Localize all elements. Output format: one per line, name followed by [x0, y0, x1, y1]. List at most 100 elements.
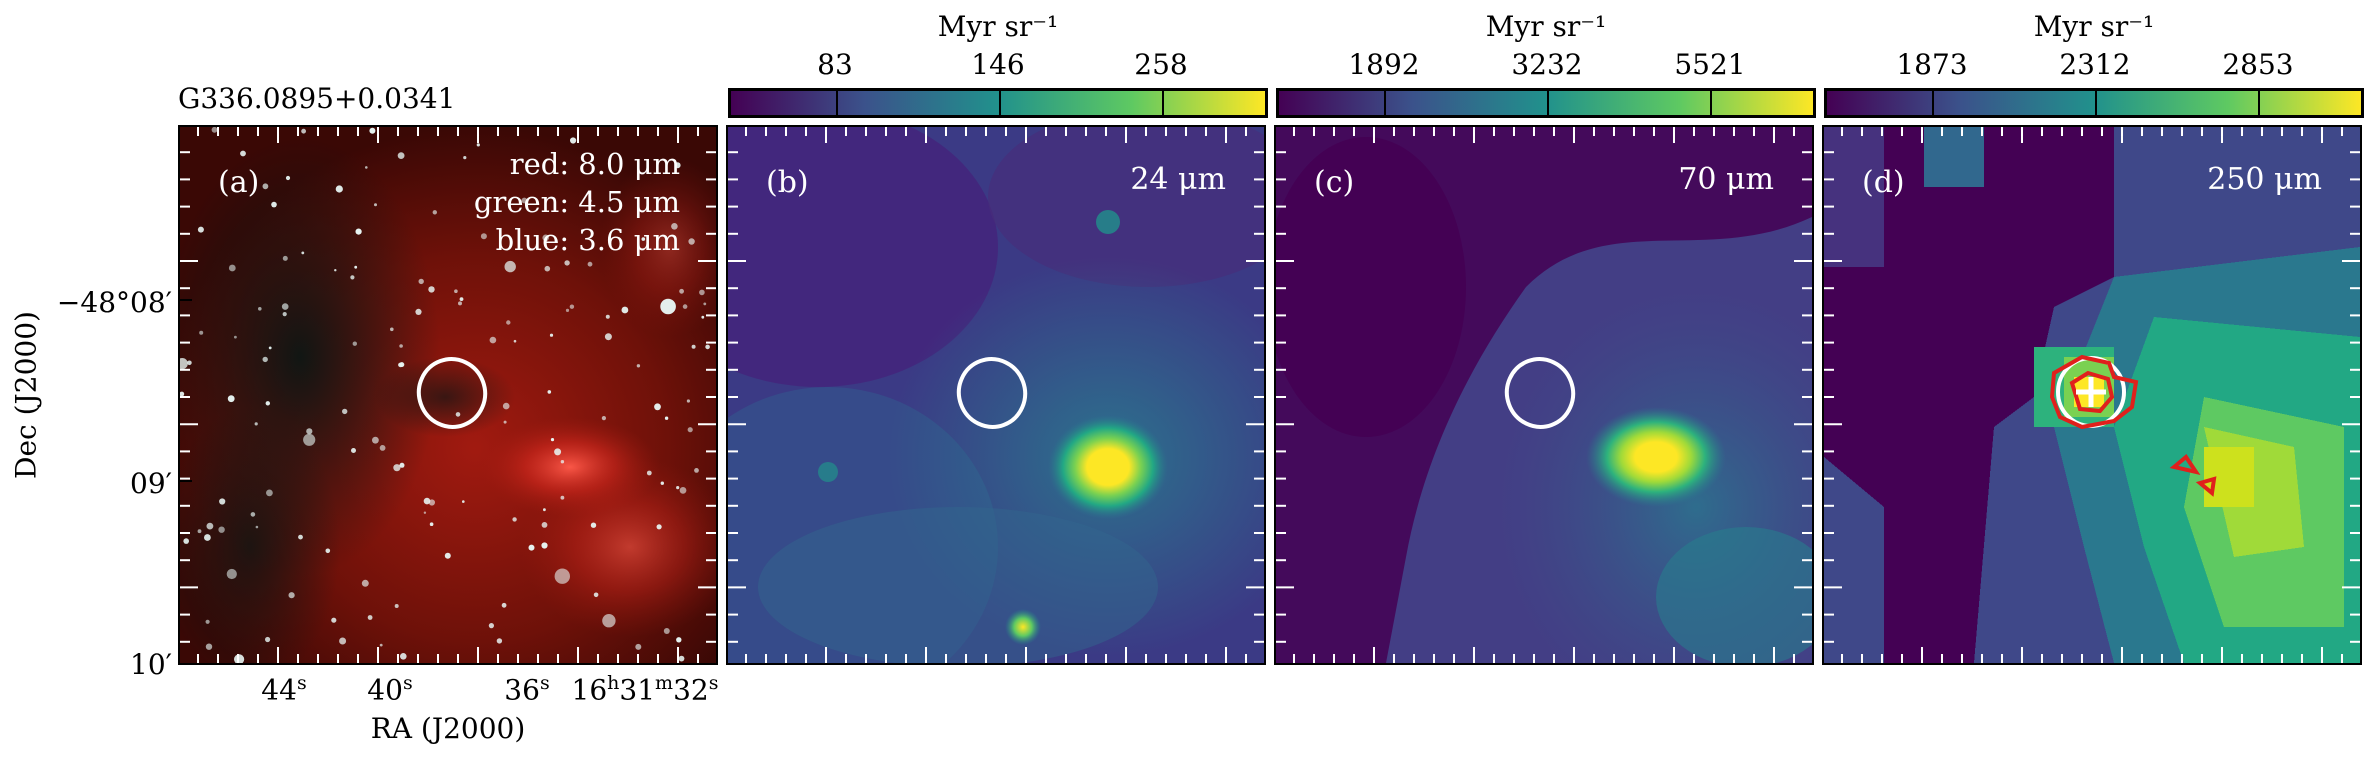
- star: [686, 399, 690, 403]
- star: [423, 497, 431, 505]
- star: [588, 199, 592, 203]
- band-green: green: 4.5 μm: [473, 185, 680, 219]
- star: [271, 201, 277, 208]
- star: [542, 234, 549, 242]
- star: [549, 333, 554, 337]
- star: [352, 341, 357, 346]
- star: [350, 275, 355, 280]
- star: [219, 498, 226, 505]
- star: [621, 306, 629, 314]
- colorbar-tick: 146: [971, 48, 1025, 81]
- star: [688, 238, 695, 245]
- star: [354, 265, 358, 269]
- star: [641, 237, 646, 241]
- star: [234, 654, 245, 663]
- star: [501, 602, 507, 608]
- star: [211, 127, 218, 133]
- panel-label-c: (c): [1314, 165, 1355, 200]
- star: [369, 127, 376, 134]
- star: [569, 304, 575, 309]
- star: [593, 592, 599, 598]
- colorbar-tick: 5521: [1674, 48, 1746, 81]
- star: [301, 251, 305, 255]
- star: [458, 301, 462, 306]
- panel-label-a: (a): [218, 165, 260, 200]
- star: [560, 495, 565, 500]
- star: [462, 500, 465, 503]
- star: [503, 420, 507, 424]
- colorbar-tick: 83: [817, 48, 853, 81]
- star: [268, 346, 272, 350]
- star: [255, 525, 259, 529]
- star: [463, 156, 467, 160]
- star: [365, 166, 368, 169]
- star: [705, 344, 710, 350]
- star: [691, 344, 696, 349]
- star: [550, 438, 555, 442]
- panel-label-d: (d): [1862, 165, 1905, 200]
- star: [374, 203, 377, 207]
- star: [180, 391, 185, 397]
- star: [418, 278, 424, 285]
- star: [306, 428, 313, 435]
- star: [604, 333, 612, 341]
- star: [342, 408, 348, 415]
- star: [605, 314, 610, 319]
- star: [488, 623, 494, 629]
- star: [480, 233, 487, 240]
- y-axis-label: Dec (J2000): [9, 311, 43, 479]
- star: [199, 330, 204, 335]
- colorbar-tick: 2312: [2059, 48, 2131, 81]
- wavelength-label-b: 24 μm: [1130, 162, 1226, 197]
- star: [504, 260, 516, 273]
- star: [570, 137, 577, 144]
- star: [587, 261, 593, 267]
- star: [254, 422, 258, 426]
- star: [428, 286, 435, 293]
- star: [265, 401, 270, 406]
- star: [298, 534, 303, 540]
- star: [671, 223, 678, 230]
- star: [282, 255, 288, 261]
- xtick-44s: 44s: [261, 672, 307, 707]
- star: [455, 412, 461, 417]
- star: [399, 344, 403, 348]
- star: [565, 308, 570, 312]
- star: [496, 638, 503, 644]
- star: [372, 436, 379, 444]
- star: [205, 643, 213, 650]
- star: [699, 289, 705, 296]
- star: [240, 150, 246, 157]
- star: [636, 364, 641, 368]
- band-red: red: 8.0 μm: [509, 147, 680, 181]
- star: [285, 175, 291, 181]
- star: [399, 462, 405, 468]
- star: [521, 197, 528, 204]
- star: [541, 542, 548, 549]
- star: [187, 360, 192, 366]
- star: [512, 517, 517, 522]
- xtick-36s: 36s: [504, 672, 550, 707]
- xtick-16h31m32s: 16h31m32s: [571, 672, 719, 707]
- star: [205, 619, 210, 624]
- star: [432, 210, 437, 215]
- star: [399, 362, 405, 368]
- star: [635, 643, 642, 650]
- star: [335, 185, 343, 193]
- star: [489, 336, 497, 344]
- colorbar-tick: 258: [1134, 48, 1188, 81]
- star: [544, 265, 551, 272]
- star: [541, 522, 548, 528]
- star: [560, 460, 565, 464]
- colorbar-tick: 1892: [1348, 48, 1420, 81]
- star: [429, 522, 434, 526]
- ytick-dec-08: −48°08′: [56, 286, 172, 319]
- star: [204, 534, 211, 541]
- star: [325, 548, 331, 554]
- star: [543, 508, 546, 512]
- star: [197, 226, 204, 233]
- star: [663, 628, 670, 634]
- star: [547, 390, 552, 394]
- star: [228, 264, 236, 272]
- star: [400, 653, 407, 660]
